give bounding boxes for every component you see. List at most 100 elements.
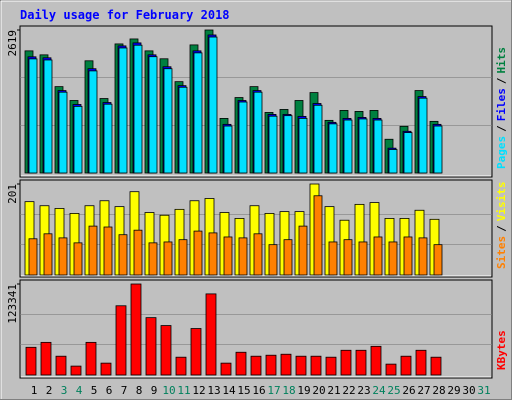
bar xyxy=(160,325,172,376)
bar xyxy=(403,236,413,276)
bar xyxy=(163,241,173,276)
x-tick-label: 20 xyxy=(312,384,325,397)
x-tick-label: 8 xyxy=(136,384,143,397)
x-tick-label: 23 xyxy=(357,384,370,397)
bar xyxy=(313,104,323,174)
bar xyxy=(148,56,158,174)
x-tick-label: 26 xyxy=(402,384,415,397)
x-tick-label: 17 xyxy=(267,384,280,397)
x-tick-label: 7 xyxy=(121,384,128,397)
legend-entry: KBytes xyxy=(495,330,508,370)
bar xyxy=(370,345,382,376)
bar xyxy=(325,356,337,376)
legend-entry: Files xyxy=(495,88,508,121)
bar xyxy=(430,356,442,376)
x-tick-label: 12 xyxy=(192,384,205,397)
x-tick-label: 5 xyxy=(91,384,98,397)
bar xyxy=(130,283,142,376)
x-tick-label: 31 xyxy=(477,384,490,397)
bar xyxy=(88,225,98,276)
bar xyxy=(28,238,38,276)
bar xyxy=(223,236,233,276)
bar xyxy=(190,328,202,376)
legend-separator: / xyxy=(495,225,508,232)
y-tick-label: 2619 xyxy=(6,30,19,57)
bar xyxy=(328,241,338,276)
bar xyxy=(133,44,143,174)
x-tick-label: 15 xyxy=(237,384,250,397)
bar xyxy=(70,365,82,376)
bar xyxy=(355,349,367,376)
legend-entry: Pages xyxy=(495,136,508,169)
bar xyxy=(313,195,323,276)
bar xyxy=(118,47,128,174)
legend-entry: Sites xyxy=(495,236,508,269)
bar xyxy=(85,341,97,376)
chart-title: Daily usage for February 2018 xyxy=(20,8,230,22)
bar xyxy=(265,354,277,376)
bar xyxy=(73,105,83,174)
bar xyxy=(373,119,383,174)
bar xyxy=(433,244,443,276)
bar xyxy=(388,149,398,174)
bar xyxy=(268,115,278,174)
bar xyxy=(433,125,443,174)
bar xyxy=(235,351,247,376)
bar xyxy=(193,230,203,276)
bar xyxy=(388,241,398,276)
bar xyxy=(103,226,113,276)
x-tick-label: 10 xyxy=(162,384,175,397)
x-tick-label: 6 xyxy=(106,384,113,397)
bar xyxy=(100,362,112,376)
bar xyxy=(73,242,83,276)
bar xyxy=(280,353,292,376)
bar xyxy=(328,123,338,174)
bar xyxy=(208,232,218,276)
x-tick-label: 9 xyxy=(151,384,158,397)
legend-separator: / xyxy=(495,77,508,84)
bar xyxy=(253,91,263,174)
bar xyxy=(418,237,428,276)
x-tick-label: 29 xyxy=(447,384,460,397)
bar xyxy=(193,52,203,174)
bar xyxy=(298,117,308,174)
bar xyxy=(403,132,413,174)
bar xyxy=(25,346,37,376)
y-tick-label: 123341 xyxy=(6,284,19,324)
legend: KBytes xyxy=(495,330,508,370)
bar xyxy=(103,103,113,174)
x-tick-label: 19 xyxy=(297,384,310,397)
x-tick-label: 25 xyxy=(387,384,400,397)
legend-entry: Visits xyxy=(495,182,508,222)
legend-separator: / xyxy=(495,125,508,132)
bar xyxy=(385,363,397,376)
bar xyxy=(238,101,248,174)
bar xyxy=(205,293,217,376)
x-tick-label: 27 xyxy=(417,384,430,397)
bar xyxy=(295,355,307,376)
legend: Pages / Files / Hits xyxy=(495,47,508,169)
bar xyxy=(133,229,143,276)
x-tick-label: 3 xyxy=(61,384,68,397)
y-tick-label: 201 xyxy=(6,184,19,204)
x-tick-label: 13 xyxy=(207,384,220,397)
bar xyxy=(223,125,233,174)
x-tick-label: 4 xyxy=(76,384,83,397)
bar xyxy=(283,239,293,276)
bar xyxy=(178,239,188,276)
bar xyxy=(298,225,308,276)
bar xyxy=(283,115,293,174)
bar xyxy=(358,118,368,174)
bar xyxy=(148,242,158,276)
x-tick-label: 1 xyxy=(31,384,38,397)
bar xyxy=(163,68,173,174)
bar xyxy=(340,349,352,376)
x-tick-label: 16 xyxy=(252,384,265,397)
bar xyxy=(43,59,53,174)
bar xyxy=(220,362,232,376)
bar xyxy=(178,86,188,174)
x-tick-label: 14 xyxy=(222,384,236,397)
bar xyxy=(415,349,427,376)
bar xyxy=(268,244,278,276)
